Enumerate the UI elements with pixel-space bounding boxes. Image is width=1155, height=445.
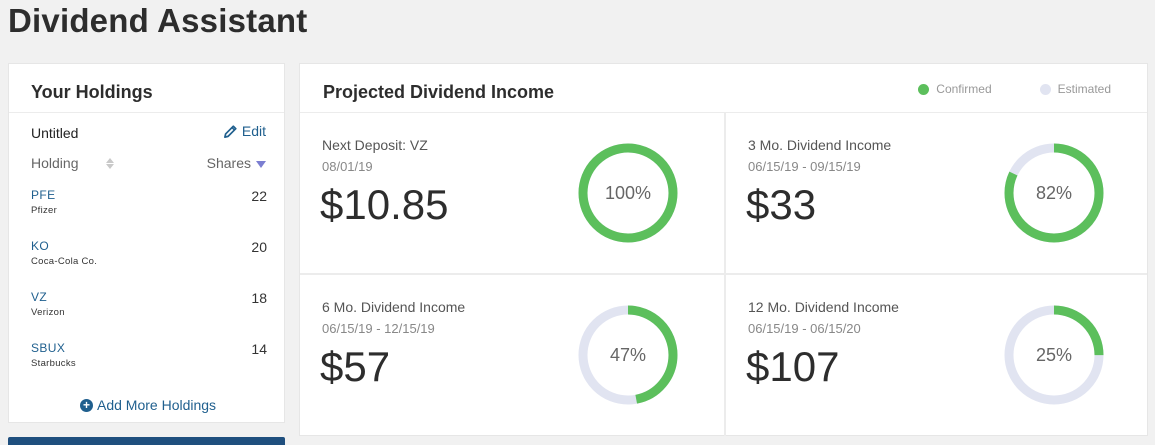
card-amount: $33: [746, 181, 817, 228]
three-month-income-card: 3 Mo. Dividend Income 06/15/19 - 09/15/1…: [726, 113, 1150, 273]
holding-ticker[interactable]: PFE: [31, 188, 56, 202]
sort-icon: [106, 157, 115, 169]
donut-confirmed-arc: [1004, 143, 1104, 243]
legend: Confirmed Estimated: [918, 82, 1111, 96]
legend-item-confirmed: Confirmed: [918, 82, 992, 96]
legend-label: Estimated: [1057, 82, 1111, 96]
holding-row[interactable]: KO Coca-Cola Co. 20: [31, 239, 267, 279]
holding-row[interactable]: PFE Pfizer 22: [31, 188, 267, 228]
portfolio-name: Untitled: [31, 125, 79, 141]
card-date-range: 06/15/19 - 09/15/19: [748, 159, 861, 174]
holdings-title: Your Holdings: [31, 82, 153, 102]
holding-column-label: Holding: [31, 155, 79, 171]
add-more-label: Add More Holdings: [97, 397, 217, 413]
card-amount: $57: [320, 343, 391, 390]
divider: [300, 112, 1147, 113]
edit-button[interactable]: Edit: [223, 123, 266, 139]
divider: [300, 273, 1147, 275]
bottom-action-bar[interactable]: [8, 437, 285, 445]
donut-confirmed-arc: [578, 143, 678, 243]
confirmed-percent-donut: 82%: [1003, 142, 1105, 244]
confirmed-percent-donut: 47%: [577, 304, 679, 406]
holding-company: Verizon: [31, 307, 65, 318]
confirmed-dot-icon: [918, 83, 930, 95]
card-date-range: 08/01/19: [322, 159, 373, 174]
add-more-holdings-button[interactable]: + Add More Holdings: [80, 397, 216, 413]
card-amount: $10.85: [320, 181, 449, 228]
edit-label: Edit: [241, 123, 266, 139]
plus-circle-icon: +: [80, 398, 93, 412]
next-deposit-card: Next Deposit: VZ 08/01/19 $10.85 100%: [300, 113, 724, 273]
card-label: Next Deposit: VZ: [322, 137, 428, 153]
income-title: Projected Dividend Income: [323, 82, 555, 102]
legend-item-estimated: Estimated: [1039, 82, 1111, 96]
legend-label: Confirmed: [936, 82, 992, 96]
card-date-range: 06/15/19 - 06/15/20: [748, 321, 861, 336]
card-amount: $107: [746, 343, 840, 390]
card-date-range: 06/15/19 - 12/15/19: [322, 321, 435, 336]
holding-company: Pfizer: [31, 205, 58, 216]
holding-ticker[interactable]: VZ: [31, 290, 48, 304]
donut-confirmed-arc: [1004, 305, 1104, 405]
estimated-dot-icon: [1039, 83, 1051, 95]
holding-shares: 20: [251, 239, 267, 255]
confirmed-percent-donut: 100%: [577, 142, 679, 244]
sort-descending-icon: [256, 161, 266, 168]
shares-column-label: Shares: [206, 155, 251, 171]
holdings-panel: Your Holdings Untitled Edit Holding Shar…: [8, 63, 285, 423]
holding-row[interactable]: SBUX Starbucks 14: [31, 341, 267, 381]
donut-percent: 100%: [604, 183, 652, 203]
holding-shares: 14: [251, 341, 267, 357]
holding-column-header[interactable]: Holding: [31, 155, 115, 171]
holding-company: Starbucks: [31, 358, 76, 369]
holding-company: Coca-Cola Co.: [31, 256, 98, 267]
six-month-income-card: 6 Mo. Dividend Income 06/15/19 - 12/15/1…: [300, 275, 724, 435]
holding-shares: 22: [251, 188, 267, 204]
card-label: 12 Mo. Dividend Income: [748, 299, 899, 315]
card-label: 6 Mo. Dividend Income: [322, 299, 466, 315]
projected-income-panel: Projected Dividend Income Confirmed Esti…: [299, 63, 1148, 436]
divider: [9, 112, 284, 113]
donut-confirmed-arc: [578, 305, 678, 405]
donut-percent: 47%: [609, 345, 647, 365]
shares-column-header[interactable]: Shares: [207, 155, 266, 171]
holding-row[interactable]: VZ Verizon 18: [31, 290, 267, 330]
confirmed-percent-donut: 25%: [1003, 304, 1105, 406]
holding-shares: 18: [251, 290, 267, 306]
holding-ticker[interactable]: KO: [31, 239, 50, 253]
pencil-icon: [223, 124, 237, 138]
page-title: Dividend Assistant: [8, 2, 308, 39]
donut-percent: 25%: [1035, 345, 1073, 365]
donut-percent: 82%: [1035, 183, 1073, 203]
twelve-month-income-card: 12 Mo. Dividend Income 06/15/19 - 06/15/…: [726, 275, 1150, 435]
card-label: 3 Mo. Dividend Income: [748, 137, 892, 153]
holding-ticker[interactable]: SBUX: [31, 341, 66, 355]
